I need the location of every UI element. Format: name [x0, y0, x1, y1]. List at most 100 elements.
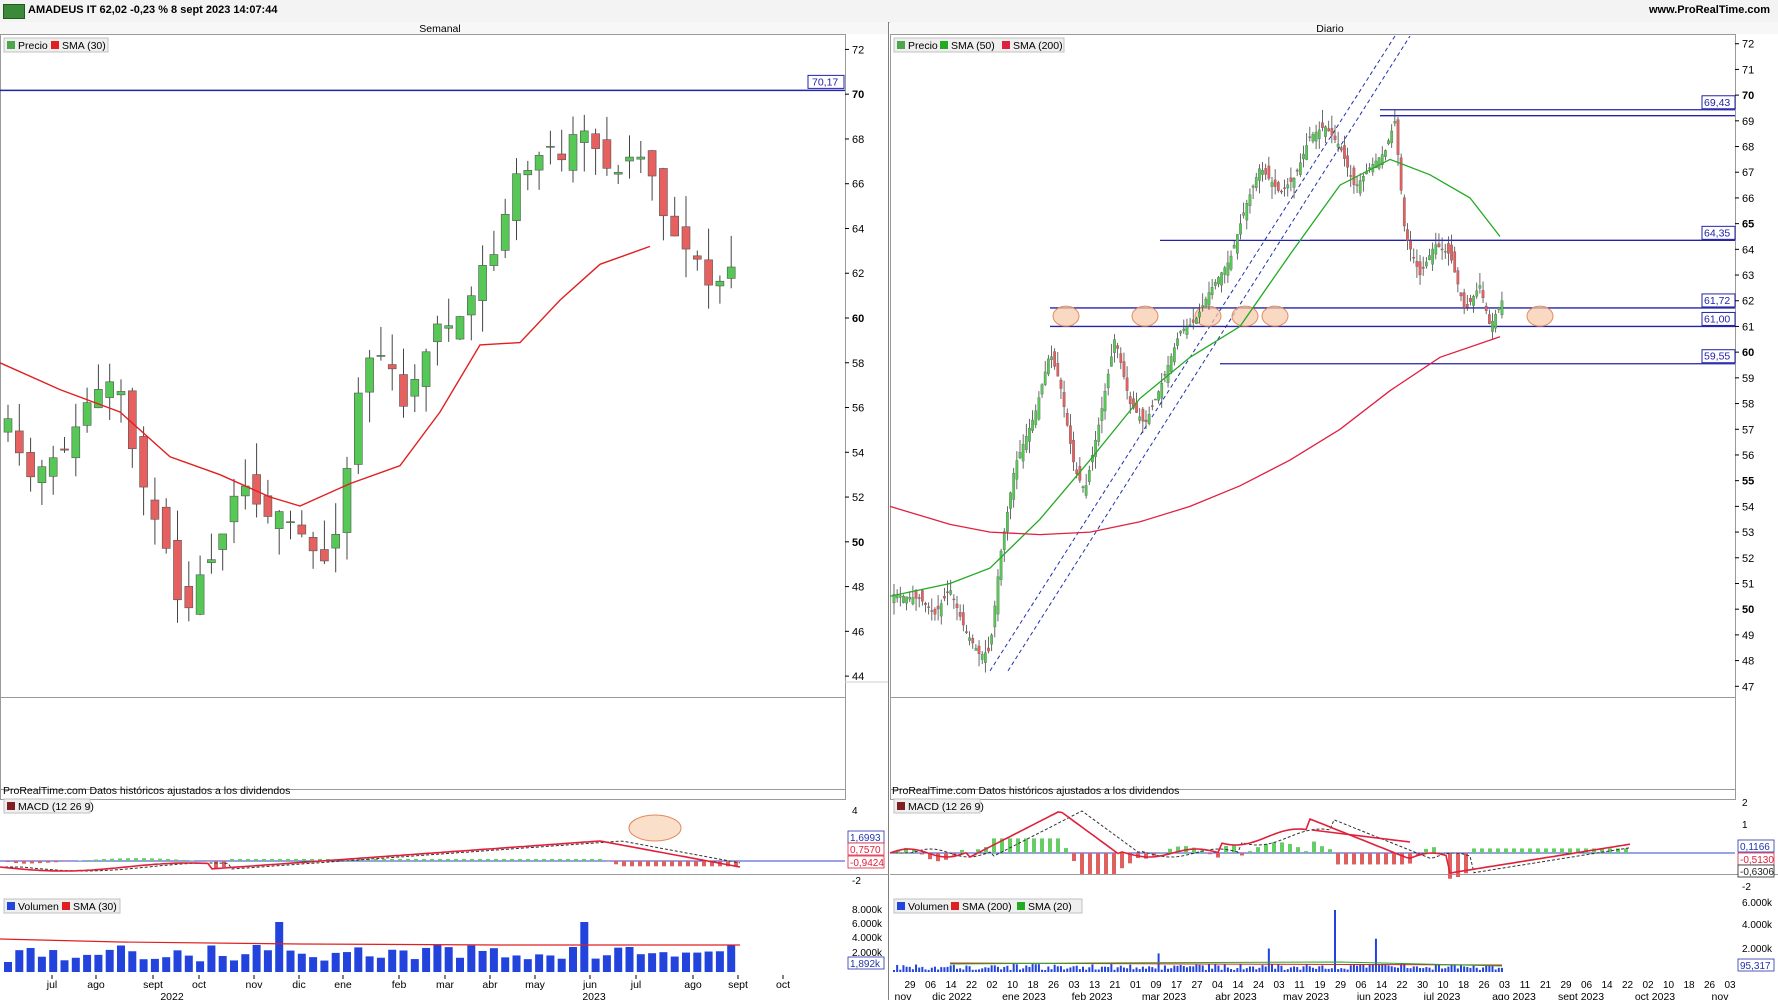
macd-histogram-bar	[182, 859, 186, 861]
candle	[195, 574, 205, 615]
macd-histogram-bar	[1416, 853, 1420, 856]
svg-text:MACD (12 26 9): MACD (12 26 9)	[908, 801, 984, 813]
volume-bar	[1145, 968, 1147, 972]
candle	[26, 452, 35, 478]
macd-color-icon	[7, 802, 15, 810]
right-x-month-label: jul 2023	[1423, 991, 1461, 1000]
candle	[1406, 229, 1409, 241]
candle	[1110, 356, 1113, 367]
volume-bar	[1368, 964, 1371, 972]
volume-bar	[456, 957, 464, 972]
left-legend[interactable]: Precio SMA (30)	[3, 37, 109, 53]
candle	[1465, 304, 1469, 308]
volume-bar	[1419, 968, 1422, 972]
volume-bar	[1324, 968, 1327, 972]
left-volume-legend[interactable]: Volumen SMA (30)	[3, 898, 121, 914]
right-y-tick-label: 71	[1742, 64, 1754, 76]
right-volume-plot[interactable]	[893, 910, 1503, 972]
right-y-tick-label: 48	[1742, 656, 1754, 668]
volume-bar	[1044, 969, 1047, 972]
candle	[1179, 330, 1182, 334]
volume-bar	[1315, 968, 1318, 972]
volume-bar	[1362, 964, 1365, 972]
volume-bar	[275, 922, 284, 972]
channel-line	[1007, 35, 1411, 672]
right-y-tick-label: 67	[1742, 167, 1754, 179]
volume-bar	[331, 952, 340, 972]
left-price-plot[interactable]: 70,17	[0, 74, 845, 623]
candle	[116, 391, 126, 396]
sma200-color-icon	[951, 902, 959, 910]
macd-histogram-bar	[976, 849, 980, 853]
right-legend[interactable]: Precio SMA (50) SMA (200)	[893, 37, 1065, 53]
volume-bar	[1478, 969, 1481, 972]
right-y-tick-label: 70	[1742, 90, 1754, 102]
right-y-tick-label: 53	[1742, 527, 1754, 539]
right-volume-value-box	[1737, 958, 1775, 972]
volume-bar	[1305, 964, 1308, 972]
volume-bar	[1415, 966, 1418, 972]
volume-bar	[1056, 966, 1059, 972]
candle	[1362, 176, 1365, 182]
volume-bar	[625, 947, 634, 972]
macd-histogram-bar	[1288, 844, 1292, 853]
candle	[1280, 190, 1283, 193]
macd-histogram-bar	[1128, 853, 1132, 864]
candle	[936, 605, 940, 610]
candle	[1387, 140, 1390, 145]
candle	[1059, 379, 1063, 389]
macd-histogram-bar	[726, 861, 730, 867]
svg-text:MACD (12 26 9): MACD (12 26 9)	[18, 801, 94, 813]
candle	[591, 133, 600, 149]
right-y-tick-label: 58	[1742, 399, 1754, 411]
left-macd-plot[interactable]	[0, 814, 845, 872]
macd-histogram-bar	[1032, 838, 1036, 853]
candle	[1069, 425, 1072, 444]
volume-bar	[682, 952, 690, 972]
volume-bar	[1321, 965, 1324, 972]
left-y-tick-label: 66	[852, 179, 864, 191]
volume-bar	[422, 947, 431, 972]
right-macd-value-box	[1737, 864, 1775, 878]
left-y-tick-label: 46	[852, 626, 864, 638]
candle	[1494, 314, 1497, 329]
macd-histogram-bar	[270, 858, 274, 861]
right-volume-legend[interactable]: Volumen SMA (200) SMA (20)	[893, 898, 1083, 914]
macd-histogram-bar	[230, 858, 234, 861]
volume-bar	[535, 954, 544, 972]
volume-bar	[1082, 966, 1084, 972]
volume-bar	[1378, 964, 1381, 972]
right-x-day-label: 02	[986, 980, 998, 991]
candle	[1191, 319, 1195, 323]
candle	[1409, 240, 1412, 250]
macd-histogram-bar	[206, 861, 210, 862]
candle	[1472, 296, 1475, 306]
site-link[interactable]: www.ProRealTime.com	[1648, 4, 1770, 16]
touch-marker	[1052, 305, 1080, 327]
chart-area[interactable]: Semanal Diario Precio SMA (30) Precio SM…	[0, 22, 1778, 1000]
volume-bar	[1129, 964, 1132, 972]
left-macd-legend[interactable]: MACD (12 26 9)	[3, 798, 94, 814]
candle	[1311, 134, 1315, 142]
right-y-tick-label: 56	[1742, 450, 1754, 462]
volume-bar	[1299, 969, 1302, 972]
volume-bar	[4, 961, 12, 972]
left-volume-value-box	[847, 956, 885, 970]
candle	[1421, 266, 1425, 269]
sma30-line	[0, 245, 651, 507]
volume-bar	[959, 968, 962, 972]
right-price-plot[interactable]: 69,43 64,35 61,72 61,00 59,55	[889, 35, 1736, 673]
candle	[1475, 290, 1479, 297]
macd-histogram-bar	[46, 861, 50, 863]
candle	[1006, 511, 1009, 532]
touch-marker	[1526, 305, 1554, 327]
left-volume-tick-label: 8.000k	[852, 905, 883, 916]
right-y-tick-label: 64	[1742, 244, 1754, 256]
right-y-tick-label: 62	[1742, 296, 1754, 308]
left-volume-plot[interactable]	[0, 922, 740, 972]
volume-bar	[1444, 968, 1447, 972]
volume-bar	[1482, 967, 1485, 972]
price-color-icon	[7, 41, 15, 49]
right-macd-plot[interactable]	[889, 810, 1735, 879]
right-macd-legend[interactable]: MACD (12 26 9)	[893, 798, 984, 814]
